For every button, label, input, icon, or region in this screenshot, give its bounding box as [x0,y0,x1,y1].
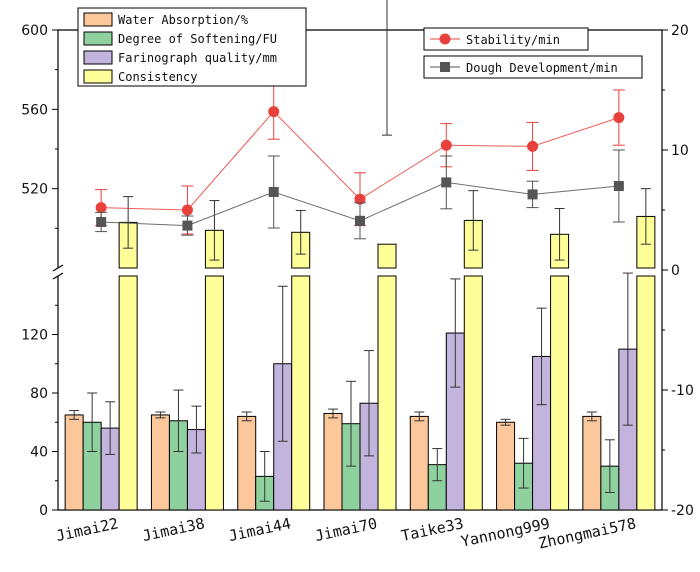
legend-swatch [83,50,113,65]
bar [463,275,483,511]
bar-legend-box [77,7,307,87]
bar [64,414,84,511]
bar [377,243,397,269]
legend-marker [439,33,451,45]
legend-label: Consistency [118,70,197,84]
data-point [95,202,107,214]
x-category-label: Taike33 [400,514,466,545]
data-point [440,139,452,151]
legend-marker [440,62,450,72]
data-point [268,187,279,197]
legend-label: Water Absorption/% [118,13,249,27]
bar [150,414,170,511]
x-category-label: Jimai38 [141,514,207,545]
bar [291,275,311,511]
right-tick-label: 0 [671,263,680,279]
x-category-label: Yannong999 [459,514,551,550]
legend-label: Farinograph quality/mm [118,51,277,65]
bar [550,275,570,511]
left-tick-label: 120 [21,328,48,344]
right-tick-label: 20 [671,23,689,39]
left-tick-label: 600 [21,23,48,39]
axis-break-mark [52,264,64,272]
bar [237,415,257,511]
data-point [182,220,193,231]
data-point [613,181,624,191]
legend-swatch [83,69,113,84]
left-tick-label: 560 [21,102,48,118]
bar [636,275,656,511]
legend-label: Degree of Softening/FU [118,32,277,46]
x-category-label: Zhongmai578 [537,514,638,552]
axis-break-mark [52,272,64,280]
legend-swatch [83,31,113,46]
data-point [527,189,538,200]
data-point [268,106,280,118]
x-category-label: Jimai22 [54,514,120,545]
right-tick-label: -10 [671,383,694,399]
data-point [527,140,539,152]
bar [323,412,343,511]
line-legend-box [423,27,589,51]
legend-label: Dough Development/min [466,61,618,75]
x-category-label: Jimai70 [313,514,379,545]
data-point [355,215,365,226]
left-tick-label: 520 [21,182,48,198]
data-point [354,193,366,205]
legend-swatch [83,12,113,27]
bar [582,415,602,511]
x-category-label: Jimai44 [227,514,293,545]
right-tick-label: 10 [671,143,689,159]
bar [204,275,224,511]
bar [377,275,397,511]
bar [118,275,138,511]
legend-label: Stability/min [466,33,560,47]
data-point [613,112,625,124]
line-legend-box [423,55,643,79]
left-tick-label: 40 [30,445,48,461]
left-tick-label: 0 [39,503,48,519]
bar [496,421,516,511]
data-point [181,204,193,216]
bar [409,415,429,511]
right-tick-label: -20 [671,503,694,519]
data-point [441,177,452,188]
data-point [96,217,107,227]
left-tick-label: 80 [30,386,48,402]
